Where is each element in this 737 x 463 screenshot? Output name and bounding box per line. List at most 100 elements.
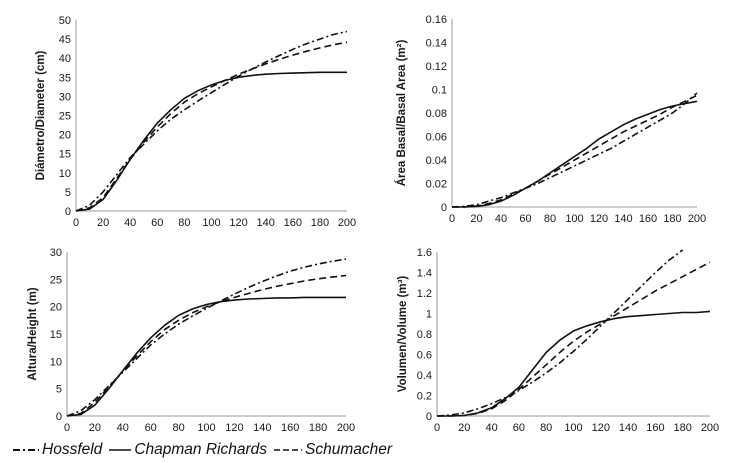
diameter-x-tick-label: 120 xyxy=(229,217,247,229)
legend: Hossfeld Chapman Richards Schumacher xyxy=(12,440,398,460)
diameter-y-label: Diámetro/Diameter (cm) xyxy=(35,50,47,180)
basal-area-y-tick-label: 0.14 xyxy=(426,38,447,50)
diameter-x-tick-label: 140 xyxy=(257,217,275,229)
height-y-tick-label: 25 xyxy=(50,274,62,286)
diameter-x-tick-label: 180 xyxy=(311,217,329,229)
diameter-y-tick-label: 45 xyxy=(59,34,71,46)
diameter-series-hossfeld xyxy=(75,30,348,212)
diameter-y-tick-label: 25 xyxy=(59,111,71,123)
height-series-schumacher xyxy=(66,274,347,417)
basal-area-x-tick-label: 140 xyxy=(614,213,632,225)
diameter-x-tick-label: 0 xyxy=(73,217,79,229)
volume-x-tick-label: 20 xyxy=(458,422,470,434)
basal-area-x-tick-label: 160 xyxy=(639,213,657,225)
legend-hossfeld-swatch xyxy=(13,449,39,451)
volume-series-chapman-richards xyxy=(437,310,711,417)
volume-x-tick-label: 60 xyxy=(513,422,525,434)
volume-y-tick-label: 1.6 xyxy=(417,247,432,259)
legend-schumacher-swatch xyxy=(274,449,302,451)
height-chart: 0 20 40 60 80 100 120 140 160 180 200 0 5 10 15 20 25 30 A… xyxy=(27,247,355,434)
volume-y-label: Volumen/Volume (m³) xyxy=(397,276,409,393)
volume-x-tick-label: 0 xyxy=(434,422,440,434)
basal-area-y-tick-label: 0.1 xyxy=(432,85,447,97)
height-x-tick-label: 140 xyxy=(253,422,271,434)
basal-area-x-tick-label: 100 xyxy=(565,213,583,225)
diameter-y-tick-label: 40 xyxy=(59,53,71,65)
height-x-tick-label: 160 xyxy=(281,422,299,434)
basal-area-y-tick-label: 0.06 xyxy=(426,132,447,144)
basal-area-y-label: Área Basal/Basal Area (m²) xyxy=(395,40,408,187)
diameter-y-tick-label: 15 xyxy=(59,149,71,161)
basal-area-y-tick-label: 0 xyxy=(441,202,447,214)
volume-x-tick-label: 160 xyxy=(646,422,664,434)
volume-y-tick-label: 1.4 xyxy=(417,268,432,280)
volume-y-tick-label: 0.6 xyxy=(417,350,432,362)
basal-area-y-tick-label: 0.16 xyxy=(426,14,447,26)
height-x-tick-label: 100 xyxy=(197,422,215,434)
basal-area-x-tick-label: 60 xyxy=(519,213,531,225)
diameter-x-tick-label: 100 xyxy=(202,217,220,229)
volume-y-tick-label: 1.2 xyxy=(417,288,432,300)
diameter-series-schumacher xyxy=(75,41,348,212)
height-x-tick-label: 200 xyxy=(337,422,355,434)
basal-area-x-tick-label: 20 xyxy=(470,213,482,225)
legend-schumacher: Schumacher xyxy=(273,441,396,459)
volume-y-tick-label: 0.4 xyxy=(417,370,432,382)
volume-x-tick-label: 80 xyxy=(540,422,552,434)
diameter-y-tick-label: 30 xyxy=(59,91,71,103)
height-x-tick-label: 60 xyxy=(145,422,157,434)
height-series-hossfeld xyxy=(66,258,347,417)
height-y-tick-label: 0 xyxy=(56,411,62,423)
volume-x-tick-label: 200 xyxy=(701,422,719,434)
height-series-chapman-richards xyxy=(66,296,346,417)
basal-area-series-hossfeld xyxy=(451,92,698,208)
volume-chart: 0 20 40 60 80 100 120 140 160 180 200 0 0.2 0.4 0.6 0.8… xyxy=(397,247,719,434)
diameter-x-tick-label: 60 xyxy=(151,217,163,229)
volume-x-tick-label: 140 xyxy=(619,422,637,434)
legend-chapman-label: Chapman Richards xyxy=(134,441,267,458)
basal-area-x-tick-label: 0 xyxy=(449,213,455,225)
basal-area-y-tick-label: 0.12 xyxy=(426,61,447,73)
volume-series-hossfeld xyxy=(436,249,684,417)
volume-y-tick-label: 1 xyxy=(426,309,432,321)
height-y-tick-label: 10 xyxy=(50,356,62,368)
basal-area-x-tick-label: 180 xyxy=(663,213,681,225)
basal-area-x-tick-label: 80 xyxy=(544,213,556,225)
basal-area-y-tick-label: 0.02 xyxy=(426,179,447,191)
diameter-y-tick-label: 0 xyxy=(65,206,71,218)
basal-area-y-tick-label: 0.08 xyxy=(426,108,447,120)
volume-x-tick-label: 40 xyxy=(485,422,497,434)
basal-area-y-tick-label: 0.04 xyxy=(426,155,447,167)
legend-chapman: Chapman Richards xyxy=(108,441,271,459)
basal-area-chart: 0 20 40 60 80 100 120 140 160 180 200 0 0.02 0.04 0.06… xyxy=(395,14,706,225)
basal-area-x-tick-label: 200 xyxy=(688,213,706,225)
volume-y-tick-label: 0 xyxy=(426,411,432,423)
height-y-tick-label: 15 xyxy=(50,329,62,341)
height-x-tick-label: 80 xyxy=(172,422,184,434)
basal-area-series-schumacher xyxy=(452,94,698,208)
legend-chapman-swatch xyxy=(109,449,132,451)
diameter-y-tick-label: 10 xyxy=(59,168,71,180)
height-x-tick-label: 180 xyxy=(309,422,327,434)
diameter-x-tick-label: 160 xyxy=(284,217,302,229)
legend-hossfeld: Hossfeld xyxy=(12,441,106,459)
diameter-x-tick-label: 40 xyxy=(124,217,136,229)
height-y-label: Altura/Height (m) xyxy=(27,287,39,380)
height-y-tick-label: 30 xyxy=(50,247,62,259)
diameter-x-tick-label: 20 xyxy=(97,217,109,229)
legend-hossfeld-label: Hossfeld xyxy=(42,441,103,458)
volume-x-tick-label: 180 xyxy=(674,422,692,434)
height-x-tick-label: 20 xyxy=(89,422,101,434)
diameter-y-tick-label: 5 xyxy=(65,187,71,199)
volume-series-schumacher xyxy=(437,261,711,417)
volume-x-tick-label: 120 xyxy=(592,422,610,434)
diameter-x-tick-label: 80 xyxy=(178,217,190,229)
diameter-y-tick-label: 35 xyxy=(59,72,71,84)
height-y-tick-label: 5 xyxy=(56,384,62,396)
volume-x-tick-label: 100 xyxy=(564,422,582,434)
diameter-y-tick-label: 50 xyxy=(59,15,71,27)
legend-schumacher-label: Schumacher xyxy=(305,441,393,458)
basal-area-x-tick-label: 40 xyxy=(495,213,507,225)
basal-area-x-tick-label: 120 xyxy=(590,213,608,225)
